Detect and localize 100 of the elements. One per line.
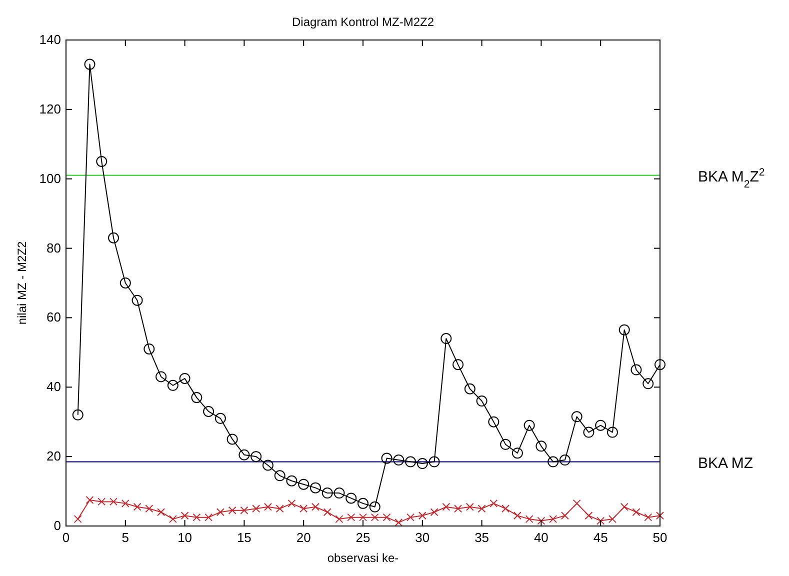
point [416, 458, 428, 470]
chart-title: Diagram Kontrol MZ-M2Z2 [292, 15, 434, 29]
point [572, 499, 581, 508]
x-tick-label: 10 [178, 530, 192, 545]
point [418, 512, 426, 520]
x-tick-label: 35 [474, 530, 490, 545]
point [502, 504, 510, 513]
point [654, 359, 666, 370]
y-axis-title: nilai MZ - M2Z2 [15, 241, 29, 325]
point [322, 488, 333, 499]
point [240, 506, 248, 514]
point [72, 409, 84, 420]
point [180, 512, 189, 520]
point [488, 416, 500, 428]
y-tick-label: 100 [39, 170, 61, 186]
point [300, 504, 308, 513]
x-tick-label: 20 [296, 530, 311, 545]
point [464, 383, 476, 394]
point [250, 451, 262, 462]
point [537, 516, 546, 525]
point [203, 406, 214, 417]
point [536, 440, 547, 452]
point [276, 504, 284, 513]
point [428, 456, 440, 468]
point [476, 396, 488, 407]
point [262, 460, 274, 471]
point [274, 470, 286, 482]
point [110, 498, 118, 506]
point [298, 478, 310, 490]
x-tick-label: 30 [415, 530, 430, 545]
point [606, 426, 618, 438]
x-tick-label: 45 [593, 530, 608, 545]
point [512, 448, 523, 459]
point [228, 506, 236, 514]
point [192, 513, 201, 522]
y-tick-label: 20 [46, 448, 61, 464]
point [656, 512, 664, 520]
point [120, 278, 131, 288]
point [288, 499, 296, 508]
point [323, 508, 332, 516]
point [264, 502, 272, 511]
point [406, 513, 415, 522]
point [358, 498, 368, 509]
point [381, 452, 392, 464]
point [156, 371, 167, 382]
y-tick-label: 40 [46, 379, 61, 394]
point [620, 502, 628, 511]
point [382, 513, 391, 522]
point [191, 392, 202, 404]
point [310, 482, 321, 494]
point [596, 516, 605, 525]
point [252, 504, 260, 513]
point [157, 508, 166, 516]
point [560, 512, 569, 520]
point [238, 449, 250, 460]
point [86, 496, 94, 504]
point [369, 501, 380, 512]
point [347, 513, 356, 522]
point [286, 475, 298, 486]
point [608, 515, 616, 524]
ref-line-label: BKA MZ [698, 454, 754, 472]
point [98, 498, 106, 506]
ref-line-label: BKA M$_{2}$Z$^{2}$ [698, 166, 765, 190]
point [525, 515, 534, 524]
point [478, 504, 486, 513]
point [548, 456, 559, 468]
point [74, 515, 82, 524]
point [334, 488, 345, 499]
point [359, 513, 367, 522]
point [430, 508, 438, 516]
point [108, 232, 120, 244]
point [346, 492, 357, 504]
x-axis-title: observasi ke- [327, 551, 399, 565]
point [632, 508, 640, 516]
point [642, 378, 654, 390]
x-tick-label: 15 [236, 530, 252, 545]
point [311, 502, 320, 511]
point [121, 499, 130, 508]
point [618, 324, 630, 336]
point [84, 58, 96, 70]
point [454, 504, 462, 513]
point [524, 420, 535, 431]
point [584, 512, 593, 520]
point [214, 412, 226, 424]
point [500, 438, 512, 450]
x-tick-label: 5 [122, 530, 130, 545]
point [370, 513, 379, 522]
point [490, 499, 498, 508]
point [132, 294, 143, 306]
point [179, 372, 190, 384]
y-tick-label: 80 [46, 240, 61, 256]
point [133, 502, 142, 511]
y-tick-label: 0 [54, 518, 61, 533]
y-tick-label: 60 [46, 310, 61, 325]
point [145, 504, 154, 513]
point [571, 411, 582, 422]
point [452, 359, 464, 370]
x-tick-label: 25 [356, 530, 370, 545]
point [405, 456, 416, 468]
point [216, 508, 224, 516]
